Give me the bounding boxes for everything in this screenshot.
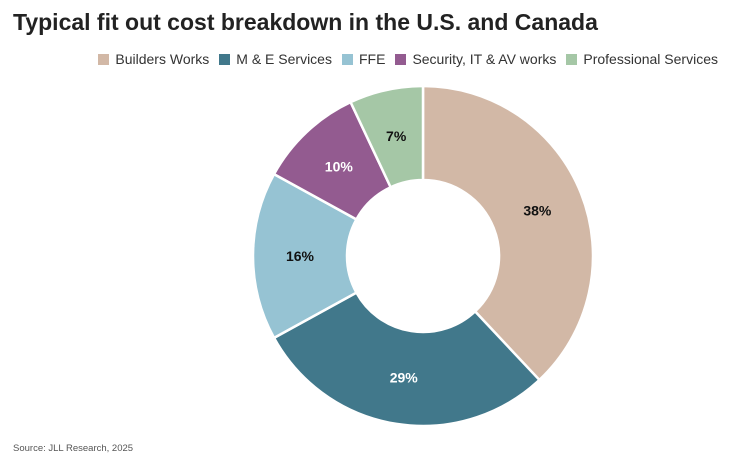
legend-swatch xyxy=(219,53,231,65)
legend-swatch xyxy=(98,53,110,65)
legend-item-builders-works: Builders Works xyxy=(98,51,209,67)
legend-label: FFE xyxy=(358,51,386,67)
legend-swatch xyxy=(341,53,353,65)
donut-slice-professional-services xyxy=(349,84,425,189)
legend-item-ffe: FFE xyxy=(341,51,386,67)
slice-data-label: 16% xyxy=(286,248,315,264)
donut-slice-ffe xyxy=(251,172,358,340)
legend-label: Security, IT & AV works xyxy=(412,51,557,67)
legend-item-me-services: M & E Services xyxy=(219,51,332,67)
donut-slice-builders-works xyxy=(421,84,595,382)
legend-swatch xyxy=(566,53,578,65)
slice-data-label: 38% xyxy=(523,203,552,219)
slice-data-label: 10% xyxy=(325,158,354,174)
legend-label: M & E Services xyxy=(236,51,332,67)
legend-item-security-it-av: Security, IT & AV works xyxy=(395,51,556,67)
legend: Builders Works M & E Services FFE Securi… xyxy=(98,51,718,67)
legend-item-professional-services: Professional Services xyxy=(566,51,718,67)
slice-data-label: 7% xyxy=(386,128,407,144)
source-note: Source: JLL Research, 2025 xyxy=(13,443,134,454)
slice-data-label: 29% xyxy=(390,369,419,385)
donut-slice-m-e-services xyxy=(272,291,541,428)
legend-label: Professional Services xyxy=(583,51,718,67)
legend-swatch xyxy=(395,53,407,65)
chart-title: Typical fit out cost breakdown in the U.… xyxy=(13,9,598,35)
legend-label: Builders Works xyxy=(115,51,210,67)
